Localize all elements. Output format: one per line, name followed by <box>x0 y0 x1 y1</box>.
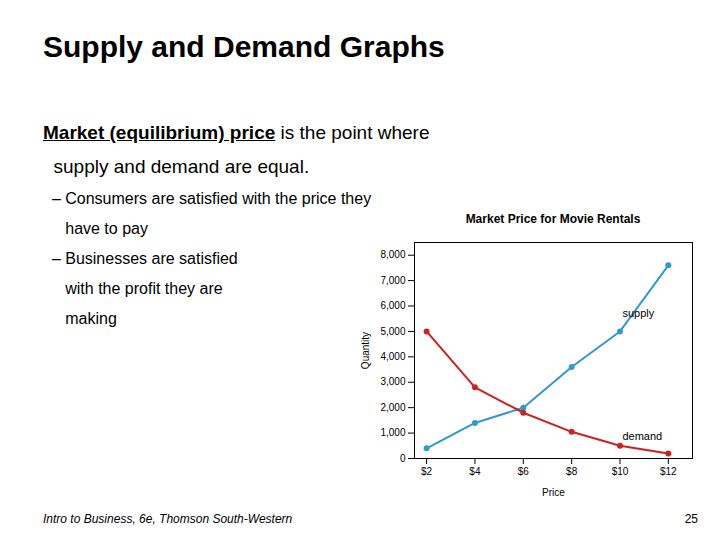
svg-text:4,000: 4,000 <box>380 351 405 362</box>
html-text:with the profit they are: with the profit they are <box>43 280 223 297</box>
html-text:25: 25 <box>684 512 698 526</box>
svg-text:3,000: 3,000 <box>380 376 405 387</box>
html-text:have to pay: have to pay <box>43 220 148 237</box>
svg-text:Quantity: Quantity <box>360 332 371 369</box>
svg-text:supply: supply <box>622 307 654 319</box>
html-text:– Consumers are satisfied with: – Consumers are satisfied with the price… <box>43 190 372 207</box>
html-text:Market (equilibrium) price is: Market (equilibrium) price is the point … <box>43 122 430 143</box>
svg-text:$6: $6 <box>518 466 530 477</box>
svg-text:demand: demand <box>622 430 662 442</box>
html-text:making: making <box>43 310 117 327</box>
html-text:Market Price for Movie Rentals: Market Price for Movie Rentals <box>465 212 641 226</box>
svg-text:$8: $8 <box>566 466 578 477</box>
svg-text:8,000: 8,000 <box>380 249 405 260</box>
svg-text:5,000: 5,000 <box>380 326 405 337</box>
svg-text:$4: $4 <box>469 466 481 477</box>
svg-text:0: 0 <box>400 453 406 464</box>
svg-text:$2: $2 <box>421 466 433 477</box>
html-text:– Businesses are satisfied: – Businesses are satisfied <box>43 250 238 267</box>
svg-text:$12: $12 <box>660 466 677 477</box>
html-text:supply and demand are equal.: supply and demand are equal. <box>43 156 310 177</box>
svg-text:Price: Price <box>542 487 565 498</box>
svg-text:7,000: 7,000 <box>380 275 405 286</box>
svg-text:2,000: 2,000 <box>380 402 405 413</box>
html-text:Supply and Demand Graphs: Supply and Demand Graphs <box>43 30 445 63</box>
svg-text:$10: $10 <box>612 466 629 477</box>
svg-text:6,000: 6,000 <box>380 300 405 311</box>
svg-text:1,000: 1,000 <box>380 427 405 438</box>
html-text:Intro to Business, 6e, Thomson: Intro to Business, 6e, Thomson South-Wes… <box>43 512 293 526</box>
